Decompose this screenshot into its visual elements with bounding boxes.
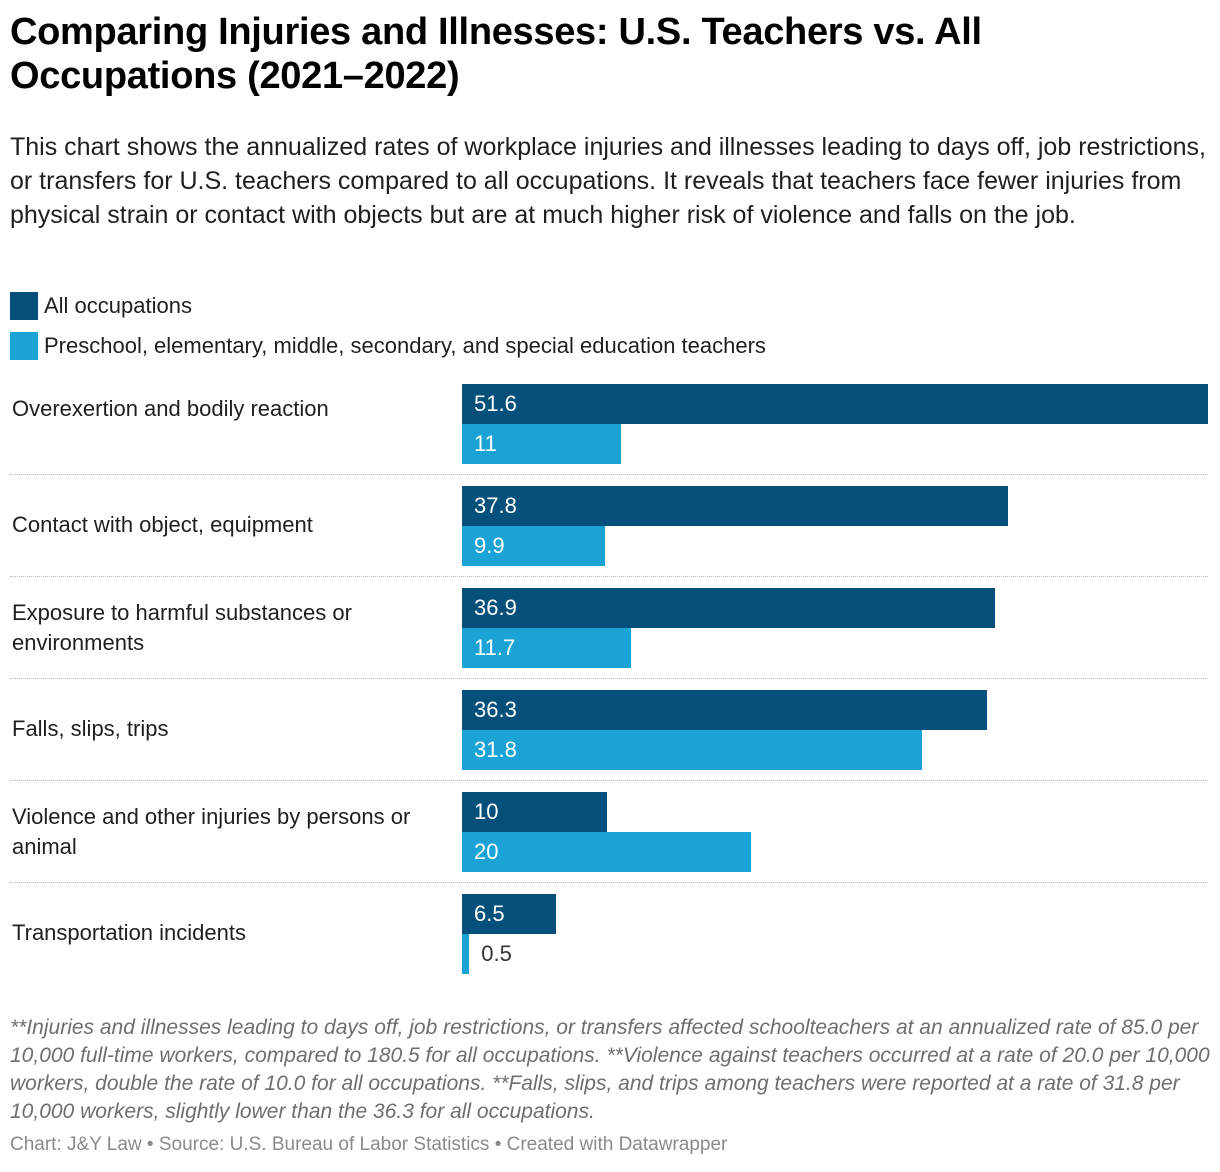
bar-transportation-incidents-series-1 [462,894,556,934]
data-label: 37.8 [474,493,517,518]
data-label: 9.9 [474,533,505,558]
bar-violence-and-other-injuries-by-series-1 [462,792,607,832]
data-label: 20 [474,839,499,864]
category-label: Overexertion and bodily reaction [12,396,329,421]
legend-swatch-teachers [10,332,38,360]
legend-swatch-all-occupations [10,292,38,320]
category-label: Transportation incidents [12,920,246,945]
data-label: 11 [474,431,497,456]
bar-exposure-to-harmful-substances-series-2 [462,628,632,668]
row-separator [10,576,1208,577]
bar-contact-with-object-equipment-series-1 [462,486,1009,526]
bar-falls-slips-trips-series-2 [462,730,922,770]
category-label: Exposure to harmful substances or enviro… [12,600,352,655]
legend-item-all-occupations: All occupations [10,286,766,326]
data-label: 6.5 [474,901,505,926]
row-separator [10,474,1208,475]
legend-label-teachers: Preschool, elementary, middle, secondary… [44,333,766,358]
category-label: Falls, slips, trips [12,716,169,741]
bar-overexertion-and-bodily-reacti-series-1 [462,384,1208,424]
data-label: 10 [474,799,499,824]
data-label: 11.7 [474,635,516,660]
data-label: 0.5 [481,941,512,966]
legend-item-teachers: Preschool, elementary, middle, secondary… [10,326,766,366]
row-separator [10,780,1208,781]
row-separator [10,678,1208,679]
row-separator [10,882,1208,883]
bar-exposure-to-harmful-substances-series-1 [462,588,996,628]
data-label: 31.8 [474,737,517,762]
chart-notes: **Injuries and illnesses leading to days… [10,1016,1210,1123]
bar-falls-slips-trips-series-1 [462,690,987,730]
bar-overexertion-and-bodily-reacti-series-2 [462,424,622,464]
legend-label-all-occupations: All occupations [44,293,192,318]
category-label: Violence and other injuries by persons o… [12,804,411,859]
data-label: 36.9 [474,595,517,620]
bar-contact-with-object-equipment-series-2 [462,526,606,566]
legend: All occupations Preschool, elementary, m… [10,286,766,366]
chart-title: Comparing Injuries and Illnesses: U.S. T… [10,11,982,97]
chart-footer: Chart: J&Y Law • Source: U.S. Bureau of … [10,1134,728,1155]
bar-violence-and-other-injuries-by-series-2 [462,832,752,872]
data-label: 51.6 [474,391,517,416]
chart-subtitle: This chart shows the annualized rates of… [10,133,1206,229]
bar-transportation-incidents-series-2 [462,934,470,974]
category-label: Contact with object, equipment [12,512,313,537]
data-label: 36.3 [474,697,517,722]
